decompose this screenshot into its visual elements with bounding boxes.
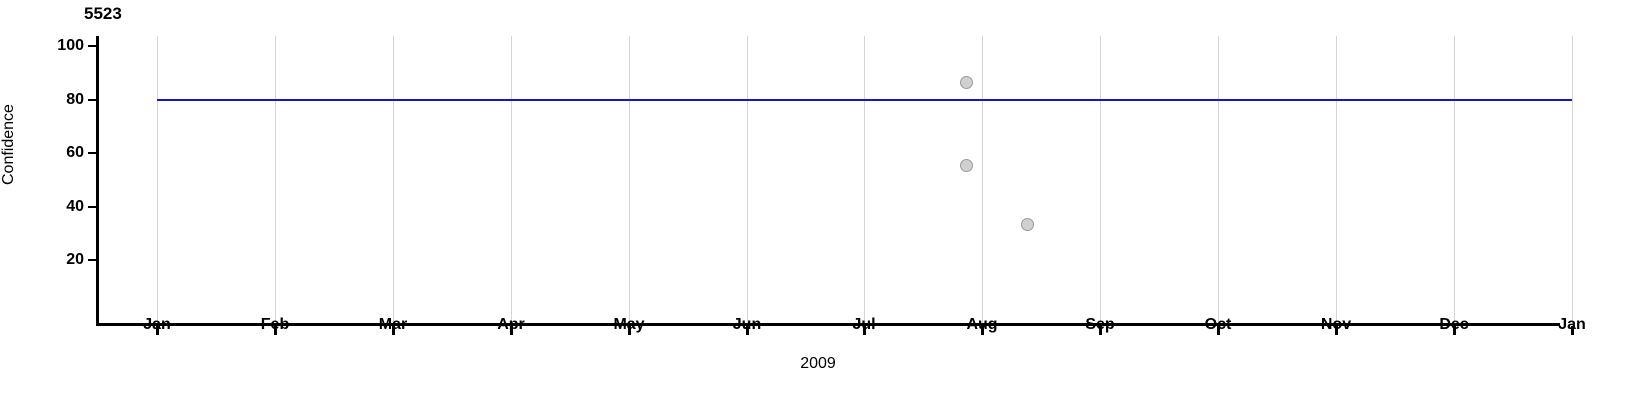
threshold-reference-line (157, 98, 1572, 101)
x-tick-mark (746, 326, 749, 335)
x-tick-label: Jun (732, 316, 762, 333)
x-gridline (1100, 36, 1101, 323)
x-tick-label: Jan (143, 316, 171, 333)
x-tick-mark (392, 326, 395, 335)
y-tick-label: 80 (66, 90, 84, 108)
x-tick-mark (510, 326, 513, 335)
y-tick-label: 60 (66, 144, 84, 161)
x-gridline (629, 36, 630, 323)
y-tick-label: 100 (57, 37, 84, 54)
x-tick-mark (1217, 326, 1220, 335)
x-gridline (864, 36, 865, 323)
x-gridline (1218, 36, 1219, 323)
y-tick-mark (88, 259, 97, 261)
x-tick-label: Sep (1085, 316, 1115, 333)
y-tick-label-wrap: 20 (20, 252, 84, 268)
data-point (959, 76, 973, 90)
x-gridline (1336, 36, 1337, 323)
x-tick-label: Feb (260, 316, 290, 333)
x-tick-label: Nov (1320, 316, 1352, 333)
x-tick-mark (1571, 326, 1574, 335)
x-tick-label: Jan (1558, 316, 1586, 333)
y-tick-label: 20 (66, 251, 84, 268)
data-point (959, 159, 973, 173)
y-tick-mark (88, 45, 97, 47)
x-axis-title: 2009 (800, 355, 836, 372)
x-tick-label: Jul (852, 316, 876, 333)
x-tick-label: May (613, 316, 645, 333)
x-tick-mark (1335, 326, 1338, 335)
x-gridline (393, 36, 394, 323)
x-gridline (747, 36, 748, 323)
y-tick-label-wrap: 80 (20, 90, 84, 108)
x-tick-mark (1099, 326, 1102, 335)
y-tick-label-wrap: 40 (20, 197, 84, 215)
x-tick-mark (156, 326, 159, 335)
y-tick-label-wrap: 60 (20, 145, 84, 161)
x-tick-label: Oct (1204, 316, 1232, 333)
x-gridline (157, 36, 158, 323)
y-tick-label: 40 (66, 197, 84, 215)
x-tick-label: Apr (497, 316, 525, 333)
x-tick-label: Mar (378, 316, 408, 333)
chart-title: 5523 (84, 4, 122, 23)
x-gridline (511, 36, 512, 323)
y-tick-label-wrap: 100 (20, 38, 84, 54)
y-axis-title: Confidence (0, 104, 17, 185)
y-tick-mark (88, 98, 97, 101)
x-tick-mark (981, 326, 984, 335)
y-tick-mark (88, 205, 97, 208)
x-gridline (275, 36, 276, 323)
x-tick-mark (863, 326, 866, 335)
x-gridline (1454, 36, 1455, 323)
x-tick-mark (274, 326, 277, 335)
x-tick-mark (1453, 326, 1456, 335)
x-gridline (982, 36, 983, 323)
y-axis-spine (96, 36, 99, 326)
x-tick-label: Dec (1439, 316, 1469, 333)
y-tick-mark (88, 152, 97, 154)
x-axis-line (96, 323, 1560, 326)
data-point (1021, 218, 1035, 232)
x-gridline (1572, 36, 1573, 323)
x-tick-label: Aug (966, 316, 998, 333)
x-tick-mark (628, 326, 631, 335)
